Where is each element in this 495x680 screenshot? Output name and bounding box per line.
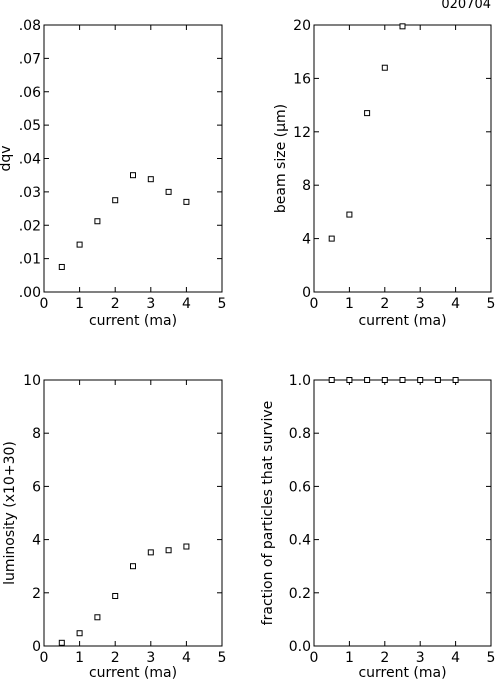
x-tick-label: 5 [218, 296, 227, 312]
data-point [130, 563, 136, 570]
x-tick-label: 2 [111, 650, 120, 666]
y-tick-label: 2 [32, 586, 41, 602]
y-tick-label: 0 [32, 639, 41, 655]
x-tick-label: 2 [380, 296, 389, 312]
y-tick-label: 0.6 [289, 479, 311, 495]
y-tick-label: 20 [293, 18, 311, 34]
x-tick-label: 0 [310, 296, 319, 312]
x-tick-label: 3 [416, 650, 425, 666]
data-point [364, 110, 371, 117]
y-tick-label: 0.0 [289, 639, 311, 655]
data-point [417, 377, 424, 383]
data-point [147, 549, 154, 556]
y-tick-label: .05 [19, 118, 41, 134]
x-tick-label: 5 [218, 650, 227, 666]
corner-label: 020704 [441, 0, 491, 12]
data-point [183, 543, 190, 550]
plot-frame [43, 24, 223, 293]
data-point [165, 188, 172, 195]
data-point [399, 23, 406, 30]
data-point [94, 218, 101, 225]
chart-panel-1: 0 1 2 3 4 5 .00 .01 .02 .03 .04 .05 .06 .07 .08 current… [0, 18, 226, 329]
x-tick-label: 3 [146, 650, 155, 666]
y-tick-label: 1.0 [289, 373, 311, 389]
data-point [381, 64, 388, 71]
x-axis-label: current (ma) [358, 665, 446, 680]
data-point [434, 377, 441, 383]
x-tick-label: 0 [40, 650, 49, 666]
x-axis-label: current (ma) [89, 313, 177, 329]
x-tick-label: 4 [182, 296, 191, 312]
plot-frame [313, 24, 492, 293]
y-tick-label: .01 [19, 252, 41, 268]
data-point [399, 377, 406, 383]
data-point [328, 377, 335, 383]
x-tick-label: 2 [111, 296, 120, 312]
data-point [58, 263, 65, 270]
x-tick-label: 0 [310, 650, 319, 666]
y-tick-label: .03 [19, 185, 41, 201]
plot-frame [43, 379, 223, 647]
data-point [452, 377, 459, 383]
y-axis-label: beam size (μm) [273, 104, 289, 213]
y-tick-label: .06 [19, 85, 41, 101]
y-tick-label: 8 [32, 426, 41, 442]
x-tick-label: 5 [487, 296, 495, 312]
y-tick-label: .00 [19, 285, 41, 301]
x-axis-label: current (ma) [358, 313, 446, 329]
data-point [94, 614, 101, 621]
data-point [58, 639, 65, 646]
y-axis-label: luminosity (x10+30) [2, 441, 18, 585]
y-tick-label: 0 [302, 285, 311, 301]
y-axis-label: fraction of particles that survive [260, 401, 276, 626]
data-point [147, 176, 154, 183]
data-point [165, 547, 172, 554]
y-tick-label: 6 [32, 479, 41, 495]
x-tick-label: 3 [146, 296, 155, 312]
x-tick-label: 1 [345, 650, 354, 666]
chart-panel-3: 0 1 2 3 4 5 0 2 4 6 8 10 current (ma) luminosity (x10… [2, 373, 226, 680]
y-tick-label: .08 [19, 18, 41, 34]
data-point [76, 630, 83, 637]
x-tick-label: 1 [75, 296, 84, 312]
data-point [346, 377, 353, 383]
data-point [346, 211, 353, 218]
y-tick-label: 10 [23, 373, 41, 389]
x-tick-label: 4 [182, 650, 191, 666]
y-tick-label: 4 [32, 533, 41, 549]
y-tick-label: 8 [302, 178, 311, 194]
data-point [364, 377, 371, 383]
data-point [183, 198, 190, 205]
y-tick-label: 16 [293, 71, 311, 87]
x-tick-label: 4 [451, 650, 460, 666]
x-tick-label: 1 [345, 296, 354, 312]
data-point [112, 592, 119, 599]
data-point [76, 241, 83, 248]
data-point [381, 377, 388, 383]
x-tick-label: 5 [487, 650, 495, 666]
chart-panel-4: 0 1 2 3 4 5 0.0 0.2 0.4 0.6 0.8 1.0 current (ma) frac… [260, 373, 495, 680]
data-point [130, 172, 136, 179]
x-axis-label: current (ma) [89, 665, 177, 680]
y-tick-label: 0.2 [289, 586, 311, 602]
x-tick-label: 4 [451, 296, 460, 312]
y-tick-label: .07 [19, 51, 41, 67]
y-tick-label: 0.8 [289, 426, 311, 442]
plot-frame [313, 379, 492, 647]
y-tick-label: 12 [293, 125, 311, 141]
x-tick-label: 2 [380, 650, 389, 666]
data-point [112, 197, 119, 204]
x-tick-label: 1 [75, 650, 84, 666]
y-tick-label: .04 [19, 152, 41, 168]
y-tick-label: 4 [302, 232, 311, 248]
x-tick-label: 3 [416, 296, 425, 312]
data-point [328, 235, 335, 242]
y-tick-label: .02 [19, 218, 41, 234]
x-tick-label: 0 [40, 296, 49, 312]
y-tick-label: 0.4 [289, 533, 311, 549]
y-axis-label: dqv [0, 145, 14, 171]
